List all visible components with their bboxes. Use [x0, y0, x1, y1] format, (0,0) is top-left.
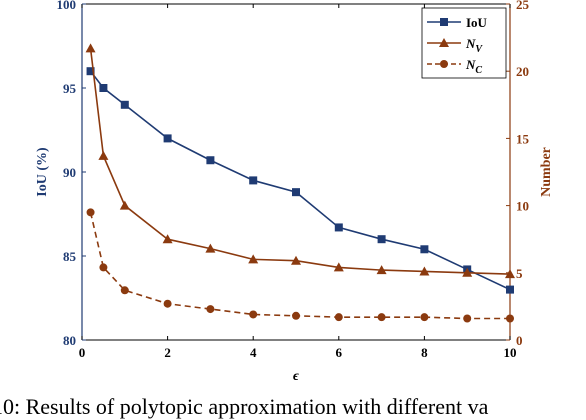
data-point-n-v — [248, 254, 259, 264]
series-line-n-c — [89, 212, 510, 320]
data-point-n-c — [506, 314, 514, 323]
data-point-iou — [249, 176, 258, 185]
legend-label-n-v: NV — [465, 36, 483, 55]
data-point-iou — [206, 156, 215, 165]
legend-label-n-c: NC — [465, 57, 482, 76]
data-point-n-c — [120, 286, 129, 295]
data-point-n-c — [334, 313, 343, 322]
data-point-n-c — [463, 314, 472, 323]
data-point-n-c — [292, 311, 300, 320]
right-y-tick-label: 15 — [516, 131, 530, 146]
x-tick-label: 8 — [421, 345, 428, 360]
data-point-n-v — [162, 234, 173, 244]
data-point-n-c — [163, 299, 172, 308]
left-y-tick-label: 85 — [63, 249, 77, 264]
right-y-axis-title: Number — [539, 147, 554, 197]
right-y-tick-label: 25 — [516, 0, 530, 12]
data-point-iou — [377, 235, 386, 244]
data-point-n-v — [505, 269, 515, 279]
right-y-tick-label: 0 — [516, 333, 523, 348]
data-point-iou — [506, 285, 514, 294]
data-point-n-v — [85, 43, 96, 53]
data-point-iou — [292, 188, 300, 197]
data-point-iou — [86, 67, 95, 76]
data-point-n-c — [377, 313, 386, 322]
series-line-n-v — [89, 48, 511, 275]
data-point-n-v — [376, 265, 387, 275]
left-y-tick-label: 90 — [63, 165, 76, 180]
x-tick-label: 10 — [504, 345, 517, 360]
data-point-n-c — [249, 310, 258, 319]
data-point-n-v — [462, 267, 473, 277]
legend-marker-n-c — [440, 60, 448, 68]
x-tick-label: 6 — [336, 345, 343, 360]
data-point-n-v — [419, 266, 430, 276]
left-y-tick-label: 80 — [63, 333, 76, 348]
right-y-tick-label: 20 — [516, 64, 529, 79]
data-point-iou — [334, 223, 343, 232]
data-point-n-c — [86, 208, 95, 217]
x-tick-label: 2 — [164, 345, 171, 360]
data-point-n-c — [99, 263, 108, 272]
data-point-n-c — [206, 305, 215, 314]
left-y-tick-label: 100 — [57, 0, 77, 12]
series-line-iou — [89, 70, 511, 291]
legend-marker-n-v — [439, 38, 449, 47]
legend-marker-iou — [440, 18, 448, 26]
data-point-iou — [163, 134, 172, 143]
data-point-n-v — [291, 255, 301, 265]
x-tick-label: 0 — [79, 345, 86, 360]
left-y-axis-title: IoU (%) — [35, 147, 50, 197]
data-point-n-v — [333, 262, 344, 272]
figure-caption: 10: Results of polytopic approximation w… — [0, 394, 489, 419]
data-point-n-v — [119, 200, 130, 210]
data-point-n-v — [98, 150, 109, 160]
legend-label-iou: IoU — [466, 15, 488, 30]
data-point-iou — [99, 84, 108, 92]
x-axis-title: ϵ — [293, 369, 300, 384]
x-tick-label: 4 — [250, 345, 257, 360]
data-point-n-c — [420, 313, 429, 322]
data-point-iou — [120, 100, 129, 109]
data-point-n-v — [205, 243, 216, 253]
right-y-tick-label: 10 — [516, 199, 529, 214]
right-y-tick-label: 5 — [516, 266, 523, 281]
left-y-tick-label: 95 — [63, 81, 77, 96]
data-point-iou — [420, 245, 429, 254]
